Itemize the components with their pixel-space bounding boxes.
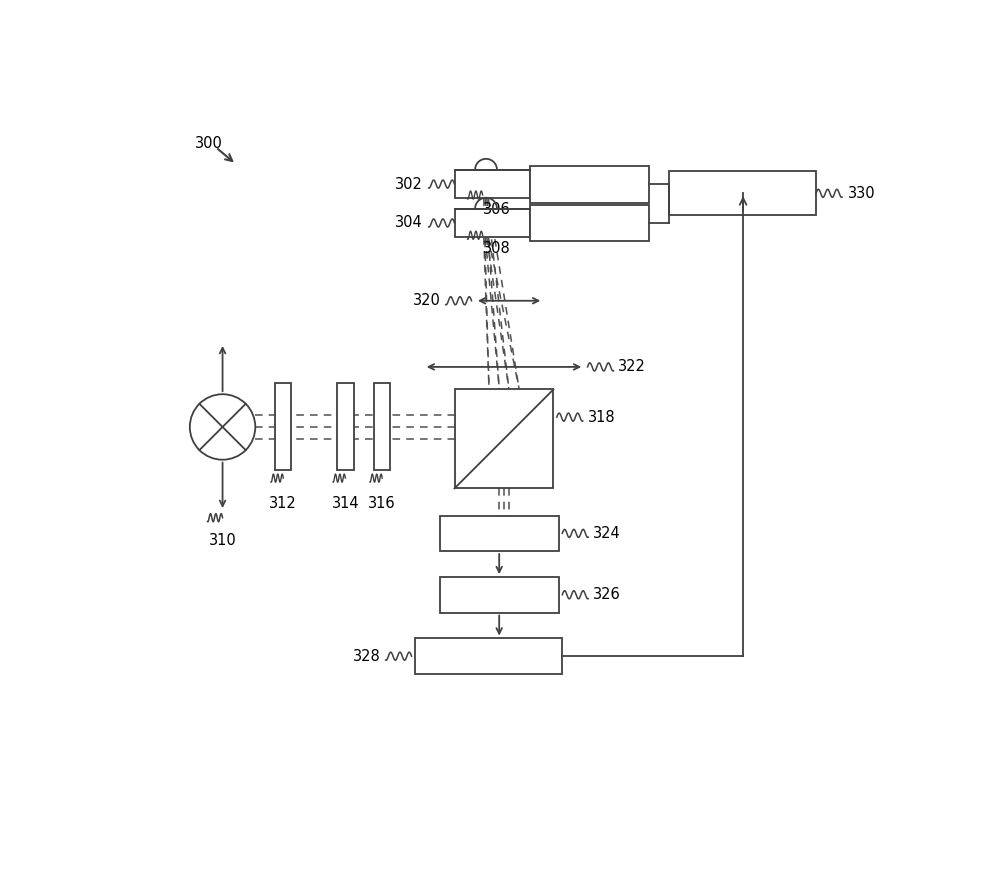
- Text: 300: 300: [195, 136, 223, 152]
- Bar: [275, 383, 291, 470]
- Bar: [669, 171, 816, 215]
- Text: 326: 326: [593, 587, 621, 602]
- Bar: [440, 516, 559, 551]
- Bar: [455, 170, 530, 198]
- Bar: [415, 639, 562, 674]
- Text: 304: 304: [395, 215, 423, 230]
- Text: 306: 306: [483, 202, 510, 217]
- Text: 320: 320: [413, 293, 441, 308]
- Bar: [530, 166, 649, 203]
- Text: 308: 308: [483, 241, 510, 256]
- Text: 316: 316: [368, 496, 396, 511]
- Bar: [337, 383, 354, 470]
- Text: 302: 302: [395, 176, 423, 191]
- Text: 328: 328: [353, 649, 381, 664]
- Text: 310: 310: [209, 532, 236, 548]
- Text: 314: 314: [332, 496, 359, 511]
- Text: 324: 324: [593, 526, 621, 540]
- Bar: [374, 383, 390, 470]
- Text: 330: 330: [847, 186, 875, 201]
- Bar: [440, 577, 559, 612]
- Bar: [530, 205, 649, 241]
- Bar: [455, 390, 553, 488]
- Text: 312: 312: [269, 496, 297, 511]
- Text: 322: 322: [618, 360, 646, 375]
- Text: 318: 318: [588, 409, 615, 424]
- Bar: [455, 209, 530, 237]
